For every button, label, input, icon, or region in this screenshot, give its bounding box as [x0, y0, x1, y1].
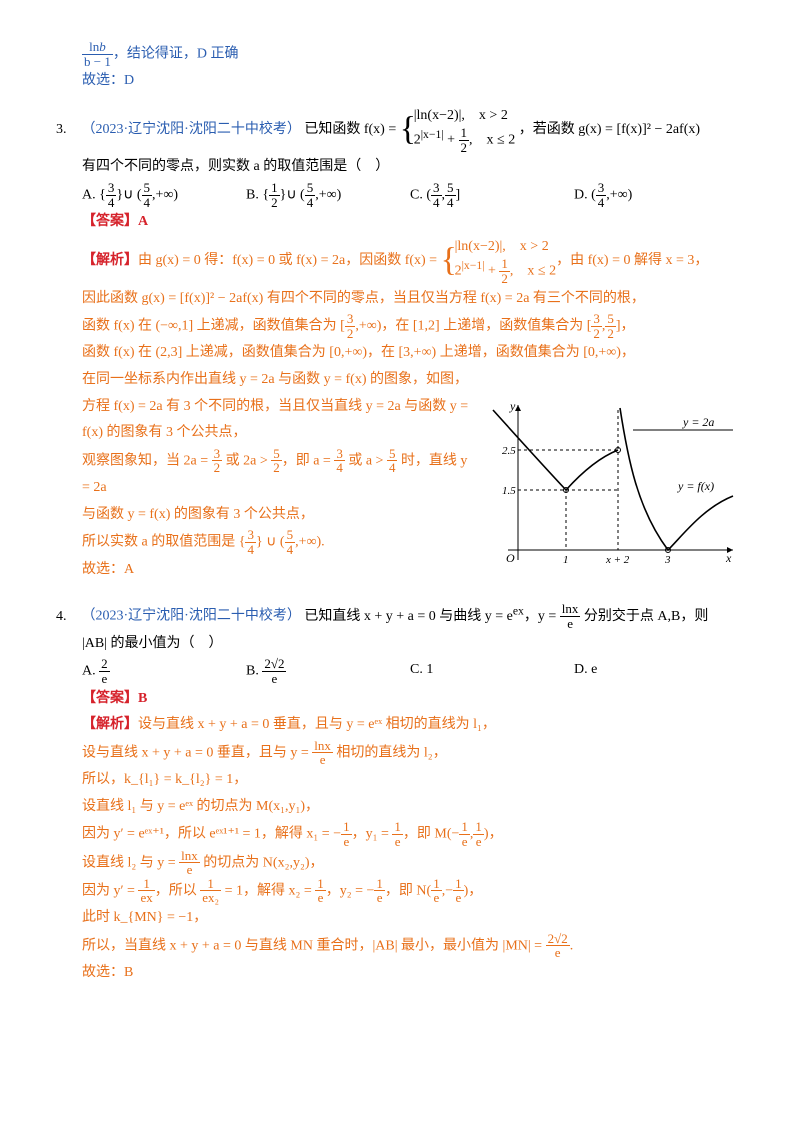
- q4-choice-a: A. 2e: [82, 657, 246, 685]
- q4-choice-b: B. 2√2e: [246, 657, 410, 685]
- q4-stem: 已知直线 x + y + a = 0 与曲线 y = eex，y = lnxe …: [304, 609, 708, 624]
- q4-sol10: 故选：B: [82, 960, 738, 987]
- q3-answer: 【答案】A: [82, 209, 738, 236]
- q3-stem-b: ，若函数 g(x) = [f(x)]² − 2af(x): [519, 122, 700, 137]
- q4-sol9: 所以，当直线 x + y + a = 0 与直线 MN 重合时，|AB| 最小，…: [82, 932, 738, 960]
- q3-choices: A. {34}∪ (54,+∞) B. {12}∪ (54,+∞) C. (34…: [82, 181, 738, 209]
- q4-number: 4.: [56, 604, 78, 631]
- q4-sol5: 因为 y′ = eᵉˣ⁺¹，所以 eᵉˣ¹⁺¹ = 1，解得 x₁ = −1e，…: [82, 820, 738, 848]
- q4-choices: A. 2e B. 2√2e C. 1 D. e: [82, 657, 738, 685]
- q4-sol4: 设直线 l₁ 与 y = eᵉˣ 的切点为 M(x₁,y₁)，: [82, 794, 738, 821]
- q3-choice-b: B. {12}∪ (54,+∞): [246, 181, 410, 209]
- q4-choice-c: C. 1: [410, 657, 574, 685]
- q3-stem-c: 有四个不同的零点，则实数 a 的取值范围是（ ）: [82, 154, 738, 181]
- q3-sol4: 函数 f(x) 在 (2,3] 上递减，函数值集合为 [0,+∞)，在 [3,+…: [82, 340, 738, 367]
- svg-text:1.5: 1.5: [502, 485, 516, 497]
- q4-sol2: 设与直线 x + y + a = 0 垂直，且与 y = lnxe 相切的直线为…: [82, 739, 738, 767]
- q3-sol3: 函数 f(x) 在 (−∞,1] 上递减，函数值集合为 [32,+∞)，在 [1…: [82, 312, 738, 340]
- q3-piecewise: |ln(x−2)|, x > 2 2|x−1| + 12, x ≤ 2: [400, 105, 516, 155]
- q3-stem-a: 已知函数 f(x) =: [304, 122, 399, 137]
- intro-line-1: lnbb − 1，结论得证，D 正确: [82, 40, 738, 68]
- intro-line-2: 故选：D: [82, 68, 738, 95]
- q3-number: 3.: [56, 117, 78, 144]
- svg-text:2.5: 2.5: [502, 445, 516, 457]
- q4-sol7: 因为 y′ = 1ex，所以 1ex₂ = 1，解得 x₂ = 1e，y₂ = …: [82, 877, 738, 905]
- q3-choice-d: D. (34,+∞): [574, 181, 738, 209]
- svg-text:1: 1: [563, 554, 569, 566]
- svg-text:x + 2: x + 2: [605, 554, 630, 566]
- q3-sol1: 【解析】由 g(x) = 0 得：f(x) = 0 或 f(x) = 2a，因函…: [82, 236, 738, 286]
- svg-text:3: 3: [664, 554, 671, 566]
- q4-sol6: 设直线 l₂ 与 y = lnxe 的切点为 N(x₂,y₂)，: [82, 849, 738, 877]
- q4-source: （2023·辽宁沈阳·沈阳二十中校考）: [82, 609, 301, 624]
- q3-sol2: 因此函数 g(x) = [f(x)]² − 2af(x) 有四个不同的零点，当且…: [82, 286, 738, 313]
- axis-x-label: x: [725, 551, 732, 565]
- q3-graph: y x O 1.5 2.5 1 x + 2 3 y = 2a y = f(x): [488, 400, 738, 581]
- q4-stem-d: |AB| 的最小值为（ ）: [82, 631, 738, 658]
- q3-choice-a: A. {34}∪ (54,+∞): [82, 181, 246, 209]
- q3-sol5: 在同一坐标系内作出直线 y = 2a 与函数 y = f(x) 的图象，如图，: [82, 367, 738, 394]
- q3-choice-c: C. (34,54]: [410, 181, 574, 209]
- q4-choice-d: D. e: [574, 657, 738, 685]
- svg-text:y = f(x): y = f(x): [677, 479, 714, 493]
- svg-text:y = 2a: y = 2a: [682, 415, 714, 429]
- q4-sol8: 此时 k_{MN} = −1，: [82, 905, 738, 932]
- origin-label: O: [506, 551, 515, 565]
- q4-answer: 【答案】B: [82, 686, 738, 713]
- q4-sol1: 【解析】设与直线 x + y + a = 0 垂直，且与 y = eᵉˣ 相切的…: [82, 712, 738, 739]
- axis-y-label: y: [509, 400, 516, 413]
- q3-source: （2023·辽宁沈阳·沈阳二十中校考）: [82, 122, 301, 137]
- q4-sol3: 所以，k_{l₁} = k_{l₂} = 1，: [82, 767, 738, 794]
